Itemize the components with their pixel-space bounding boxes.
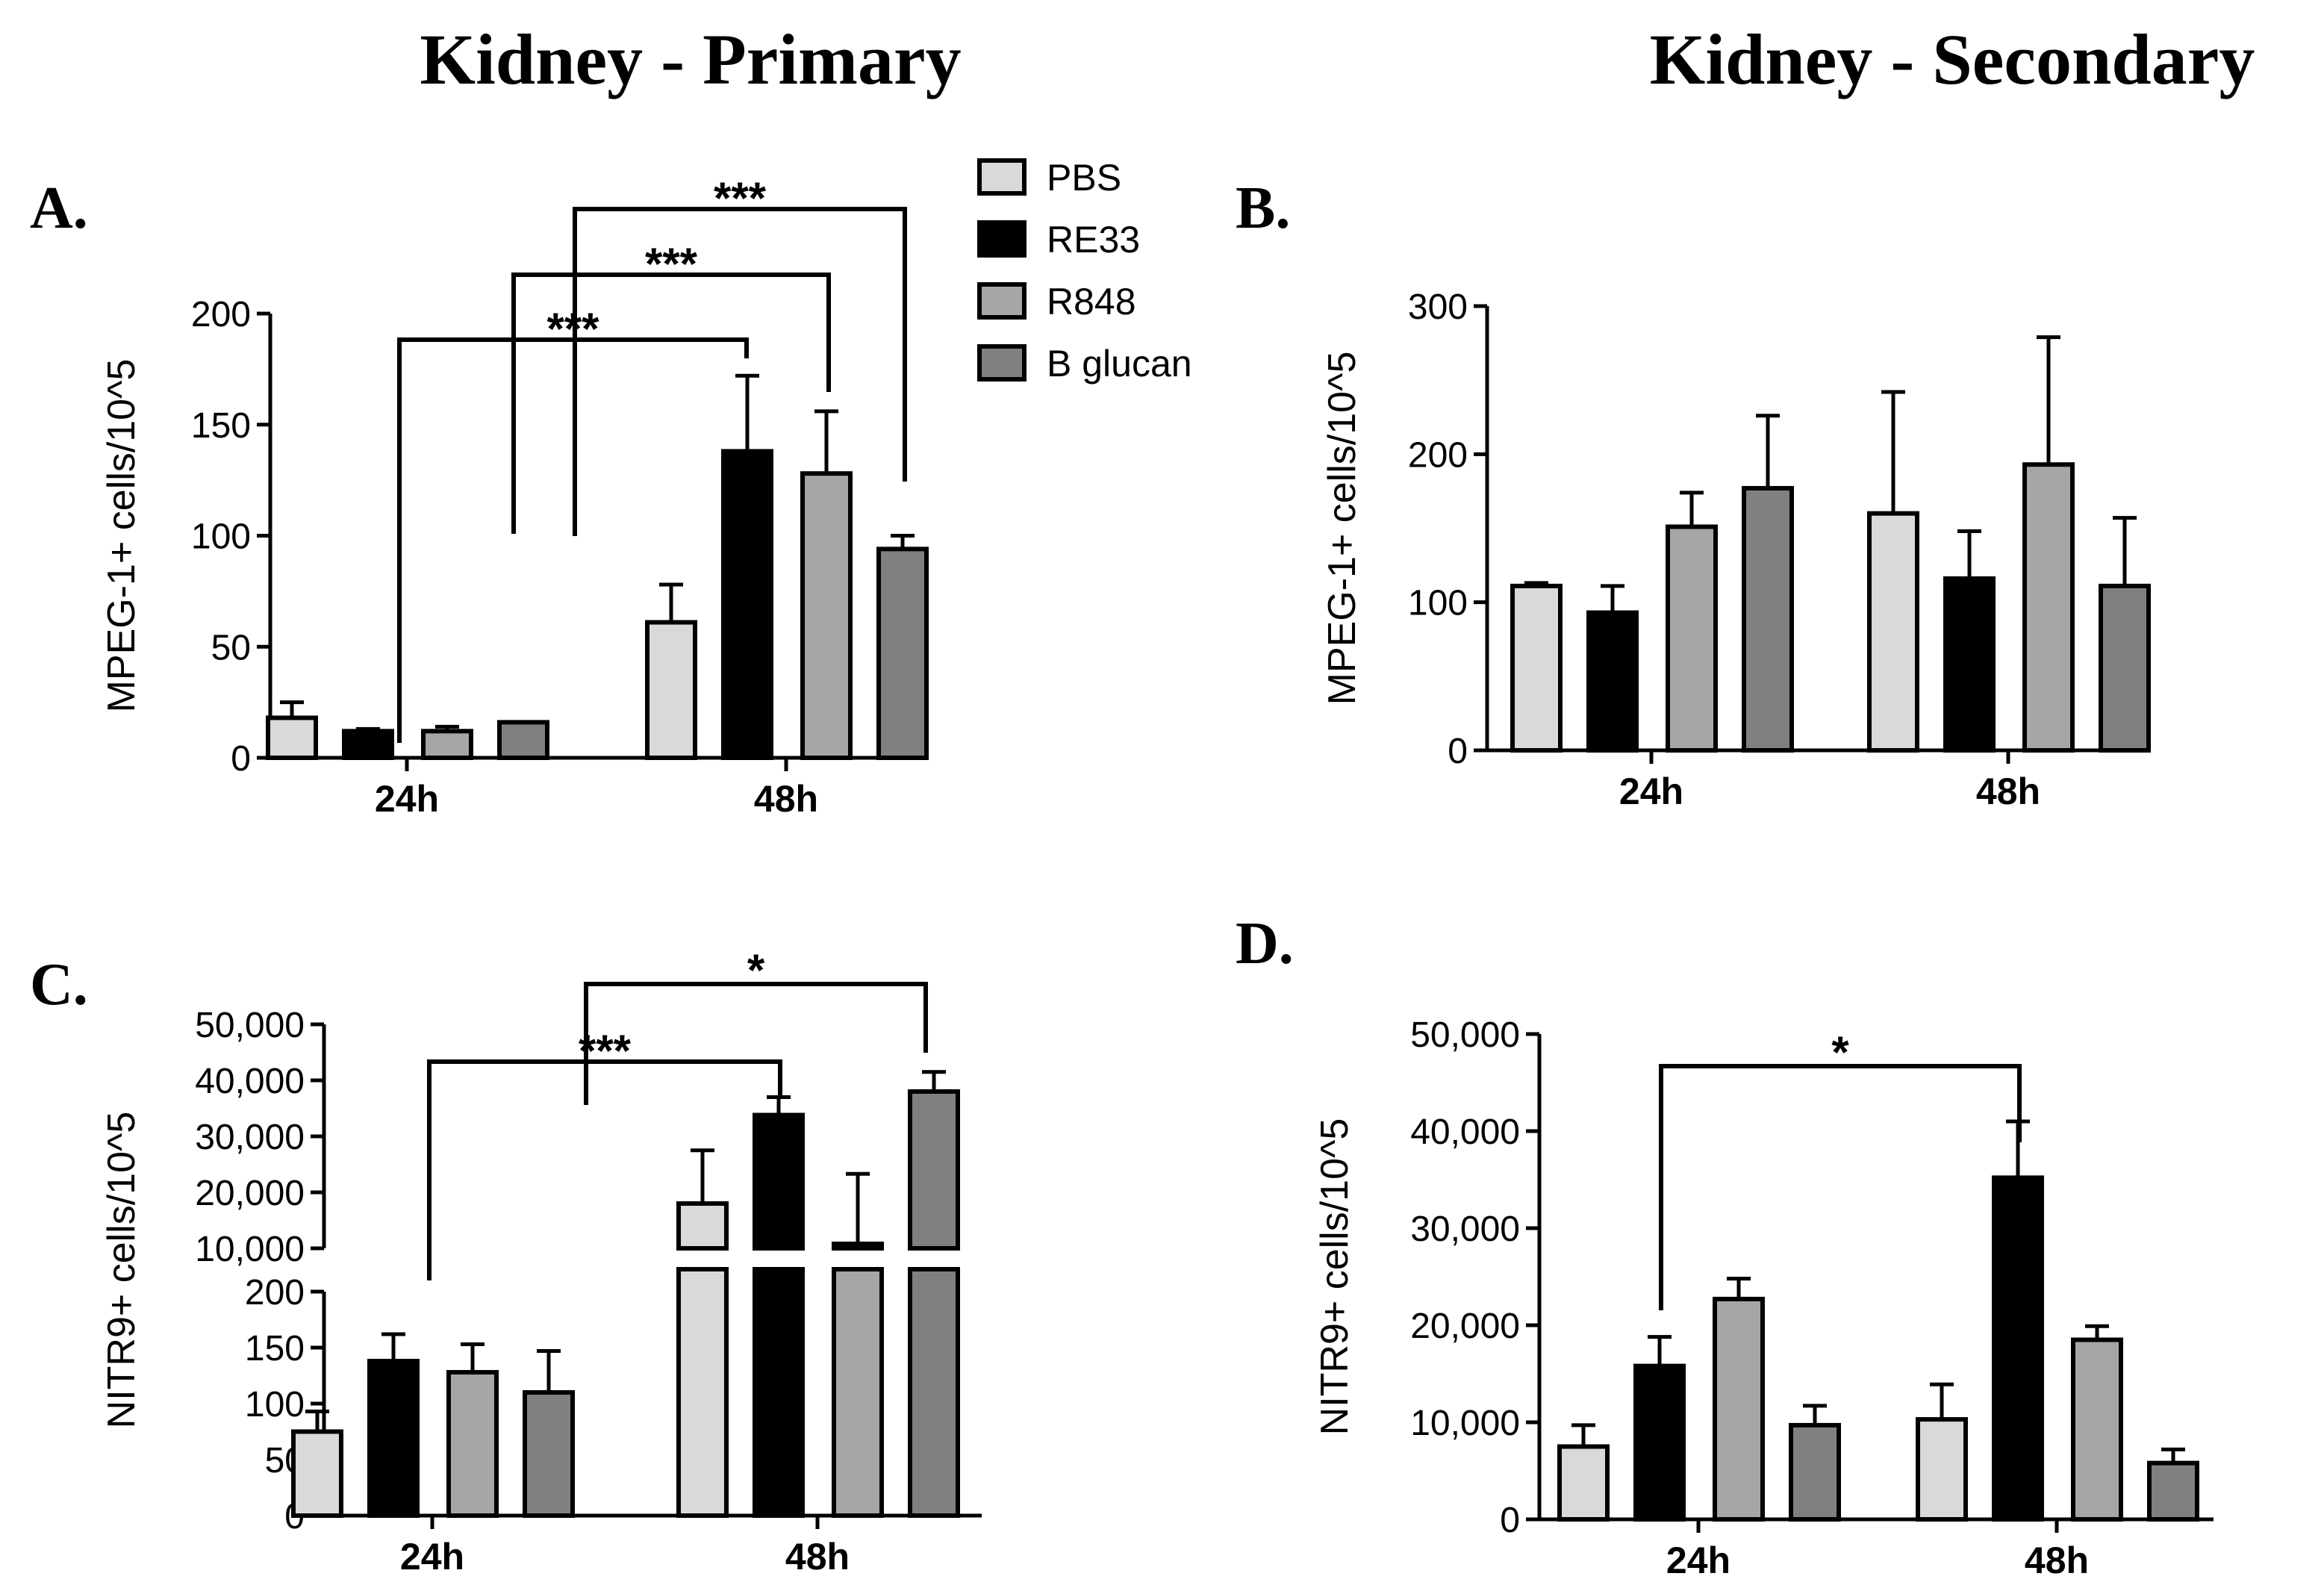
legend: PBS RE33 R848 B glucan [977, 157, 1192, 385]
bar-pbs-24h [266, 715, 318, 761]
y-tick-label: 100 [191, 517, 251, 557]
y-tick-label: 150 [245, 1329, 305, 1369]
bar-pbs-24h [1510, 583, 1563, 753]
y-tick-label: 100 [1408, 584, 1468, 623]
title-kidney-primary: Kidney - Primary [420, 19, 961, 99]
bar-re33-24h [1633, 1363, 1686, 1522]
x-tick-label: 24h [375, 778, 439, 820]
significance-bracket [511, 273, 831, 534]
significance-label: *** [645, 239, 698, 289]
x-tick-label: 24h [400, 1536, 464, 1578]
y-tick-label: 20,000 [195, 1174, 305, 1213]
bar-pbs-48h-lower [676, 1267, 729, 1518]
bar-pbs-24h [291, 1429, 343, 1518]
y-tick-label: 10,000 [195, 1230, 305, 1269]
y-tick-label: 100 [245, 1385, 305, 1425]
legend-label-re33: RE33 [1047, 219, 1140, 261]
y-axis-title: MPEG-1+ cells/10^5 [1321, 352, 1364, 706]
legend-swatch-b-glucan [977, 344, 1027, 382]
bar-re33-24h [1586, 610, 1639, 753]
y-tick-label: 0 [1448, 732, 1468, 771]
bar-pbs-48h [645, 620, 697, 761]
x-tick-label: 24h [1619, 770, 1683, 812]
y-tick-label: 10,000 [1410, 1404, 1520, 1443]
y-tick-label: 150 [191, 406, 251, 446]
y-tick-label: 200 [245, 1273, 305, 1313]
bar-re33-48h [1943, 576, 1996, 753]
y-tick-label: 40,000 [195, 1062, 305, 1101]
panel-label-b: B. [1236, 175, 1290, 241]
y-tick-label: 30,000 [195, 1118, 305, 1157]
significance-label: * [747, 945, 765, 995]
x-tick-label: 48h [754, 778, 818, 820]
legend-swatch-r848 [977, 282, 1027, 320]
legend-swatch-re33 [977, 220, 1027, 258]
bar-r848-48h [832, 1242, 884, 1251]
y-tick-label: 50 [211, 628, 251, 667]
y-tick-label: 0 [231, 739, 251, 779]
bar-b-glucan-24h [523, 1390, 575, 1518]
bar-r848-48h [2022, 462, 2075, 753]
significance-bracket [427, 1059, 782, 1280]
y-axis-title: NITR9+ cells/10^5 [1313, 1118, 1356, 1436]
bar-re33-24h [367, 1359, 420, 1518]
bar-b-glucan-48h [876, 547, 929, 760]
panel-label-d: D. [1236, 911, 1294, 977]
y-tick-label: 300 [1408, 287, 1468, 327]
significance-bracket [573, 207, 907, 536]
bar-b-glucan-24h [1789, 1422, 1841, 1522]
bar-re33-48h-lower [753, 1267, 805, 1518]
significance-label: * [1831, 1027, 1849, 1077]
bar-pbs-48h [676, 1201, 729, 1251]
bar-b-glucan-48h [908, 1089, 960, 1251]
bar-b-glucan-48h [2147, 1460, 2199, 1522]
bar-b-glucan-48h [2099, 583, 2151, 753]
bar-re33-24h [342, 729, 394, 760]
bar-r848-24h [1666, 524, 1718, 753]
panel-label-a: A. [30, 175, 88, 241]
y-axis-title: NITR9+ cells/10^5 [100, 1112, 143, 1429]
bar-pbs-48h [1916, 1417, 1968, 1522]
y-tick-label: 50,000 [195, 1006, 305, 1045]
y-tick-label: 40,000 [1410, 1112, 1520, 1152]
y-axis-title: MPEG-1+ cells/10^5 [100, 359, 143, 713]
panel-label-c: C. [30, 952, 88, 1018]
bar-r848-24h [421, 729, 473, 760]
bar-pbs-48h [1867, 511, 1919, 753]
y-tick-label: 50,000 [1410, 1015, 1520, 1055]
bar-r848-24h [1713, 1296, 1765, 1522]
x-tick-label: 24h [1666, 1539, 1730, 1581]
legend-swatch-pbs [977, 158, 1027, 196]
y-tick-label: 20,000 [1410, 1307, 1520, 1346]
y-tick-label: 200 [1408, 435, 1468, 475]
bar-b-glucan-48h-lower [908, 1267, 960, 1518]
y-tick-label: 0 [1500, 1501, 1520, 1540]
bar-b-glucan-24h [1742, 485, 1794, 753]
bar-r848-48h [2071, 1337, 2123, 1522]
x-tick-label: 48h [785, 1536, 850, 1578]
bar-r848-48h [800, 471, 853, 760]
bar-r848-24h [446, 1370, 499, 1518]
bar-re33-48h [721, 449, 773, 760]
significance-bracket [1659, 1064, 2022, 1310]
legend-label-pbs: PBS [1047, 157, 1121, 199]
bar-r848-48h-lower [832, 1267, 884, 1518]
bar-b-glucan-24h [497, 720, 549, 761]
x-tick-label: 48h [2025, 1539, 2089, 1581]
bar-re33-48h [1992, 1175, 2044, 1522]
bar-re33-48h [753, 1112, 805, 1251]
y-tick-label: 30,000 [1410, 1209, 1520, 1249]
x-tick-label: 48h [1976, 770, 2040, 812]
legend-label-b-glucan: B glucan [1047, 343, 1192, 385]
y-tick-label: 200 [191, 295, 251, 334]
significance-label: *** [714, 173, 767, 223]
legend-label-r848: R848 [1047, 281, 1136, 323]
significance-bracket [584, 982, 928, 1105]
title-kidney-secondary: Kidney - Secondary [1650, 19, 2255, 99]
bar-pbs-24h [1557, 1444, 1610, 1522]
